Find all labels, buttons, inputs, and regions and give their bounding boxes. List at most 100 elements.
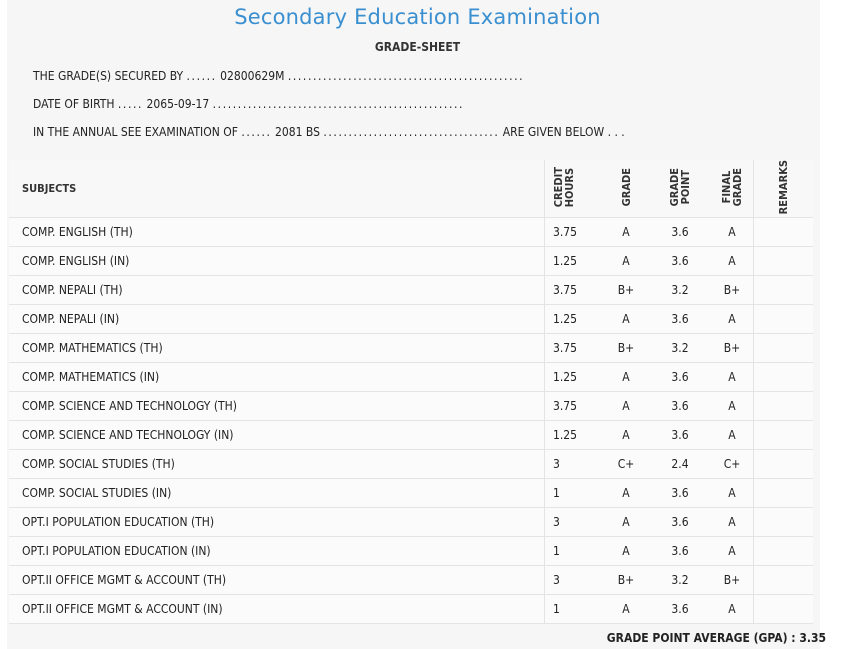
table-row: OPT.I POPULATION EDUCATION (TH) 3 A 3.6 A (9, 507, 813, 538)
cell-grade-point: 3.6 (649, 217, 711, 248)
cell-credit-hours: 3 (544, 507, 603, 538)
cell-grade: B+ (603, 333, 649, 364)
cell-grade: C+ (603, 449, 649, 480)
gpa-label: GRADE POINT AVERAGE (GPA) : (606, 631, 796, 645)
cell-final-grade: A (711, 362, 754, 393)
header-credit-hours: CREDIT HOURS (544, 160, 603, 219)
cell-final-grade: A (711, 507, 754, 538)
cell-subject: COMP. NEPALI (TH) (9, 275, 545, 306)
cell-grade-point: 3.6 (649, 507, 711, 538)
cell-grade-point: 3.2 (649, 565, 711, 596)
cell-credit-hours: 3 (544, 449, 603, 480)
cell-final-grade: B+ (711, 565, 754, 596)
cell-subject: COMP. NEPALI (IN) (9, 304, 545, 335)
info-line-exam: IN THE ANNUAL SEE EXAMINATION OF ...... … (33, 125, 625, 139)
cell-credit-hours: 1.25 (544, 304, 603, 335)
cell-credit-hours: 3.75 (544, 391, 603, 422)
cell-remarks (753, 304, 813, 335)
info-line-student: THE GRADE(S) SECURED BY ...... 02800629M… (33, 69, 524, 83)
cell-remarks (753, 246, 813, 277)
cell-grade: A (603, 246, 649, 277)
dots: ................................... (323, 125, 500, 139)
cell-final-grade: A (711, 391, 754, 422)
header-grade-point: GRADE POINT (649, 160, 711, 219)
cell-grade: A (603, 536, 649, 567)
cell-grade-point: 3.6 (649, 536, 711, 567)
symbol-number: 02800629M (220, 69, 285, 83)
dob-value: 2065-09-17 (146, 97, 210, 111)
cell-grade-point: 2.4 (649, 449, 711, 480)
cell-grade: B+ (603, 565, 649, 596)
cell-final-grade: A (711, 478, 754, 509)
dob-label: DATE OF BIRTH (33, 97, 115, 111)
cell-grade-point: 3.2 (649, 333, 711, 364)
cell-grade: A (603, 304, 649, 335)
exam-year: 2081 BS (274, 125, 320, 139)
cell-remarks (753, 536, 813, 567)
dots: ..... (117, 97, 144, 111)
cell-remarks (753, 507, 813, 538)
header-grade-point-label: GRADE POINT (668, 167, 692, 207)
cell-credit-hours: 1 (544, 594, 603, 625)
cell-credit-hours: 1.25 (544, 362, 603, 393)
dots: ...... (241, 125, 272, 139)
table-row: COMP. SCIENCE AND TECHNOLOGY (IN) 1.25 A 3.… (9, 420, 813, 451)
cell-remarks (753, 420, 813, 451)
cell-subject: COMP. ENGLISH (IN) (9, 246, 545, 277)
cell-grade: A (603, 217, 649, 248)
header-remarks-label: REMARKS (777, 160, 790, 215)
cell-remarks (753, 478, 813, 509)
dots: ........................................… (212, 97, 465, 111)
cell-remarks (753, 565, 813, 596)
table-row: COMP. SOCIAL STUDIES (IN) 1 A 3.6 A (9, 478, 813, 509)
cell-subject: COMP. ENGLISH (TH) (9, 217, 545, 248)
table-row: COMP. NEPALI (IN) 1.25 A 3.6 A (9, 304, 813, 335)
table-row: COMP. ENGLISH (IN) 1.25 A 3.6 A (9, 246, 813, 277)
cell-subject: OPT.I POPULATION EDUCATION (TH) (9, 507, 545, 538)
table-row: COMP. SOCIAL STUDIES (TH) 3 C+ 2.4 C+ (9, 449, 813, 480)
table-row: OPT.I POPULATION EDUCATION (IN) 1 A 3.6 A (9, 536, 813, 567)
cell-final-grade: A (711, 420, 754, 451)
table-row: COMP. NEPALI (TH) 3.75 B+ 3.2 B+ (9, 275, 813, 306)
cell-grade-point: 3.6 (649, 594, 711, 625)
cell-grade-point: 3.6 (649, 362, 711, 393)
cell-remarks (753, 594, 813, 625)
cell-subject: COMP. MATHEMATICS (IN) (9, 362, 545, 393)
header-credit-hours-label: CREDIT HOURS (552, 167, 576, 208)
cell-remarks (753, 275, 813, 306)
cell-grade-point: 3.6 (649, 478, 711, 509)
cell-grade: A (603, 362, 649, 393)
cell-grade-point: 3.6 (649, 304, 711, 335)
cell-credit-hours: 1.25 (544, 420, 603, 451)
table-row: COMP. SCIENCE AND TECHNOLOGY (TH) 3.75 A 3.… (9, 391, 813, 422)
cell-remarks (753, 391, 813, 422)
cell-credit-hours: 3 (544, 565, 603, 596)
header-final-grade: FINAL GRADE (711, 160, 754, 219)
header-subjects: SUBJECTS (9, 160, 545, 219)
table-row: OPT.II OFFICE MGMT & ACCOUNT (TH) 3 B+ 3.2 B… (9, 565, 813, 596)
header-grade: GRADE (603, 160, 649, 219)
cell-remarks (753, 217, 813, 248)
cell-final-grade: B+ (711, 275, 754, 306)
table-row: COMP. MATHEMATICS (IN) 1.25 A 3.6 A (9, 362, 813, 393)
cell-credit-hours: 1 (544, 536, 603, 567)
cell-subject: COMP. MATHEMATICS (TH) (9, 333, 545, 364)
cell-final-grade: A (711, 304, 754, 335)
exam-suffix: ARE GIVEN BELOW . . . (502, 125, 625, 139)
dots: ........................................… (287, 69, 525, 83)
cell-subject: OPT.II OFFICE MGMT & ACCOUNT (TH) (9, 565, 545, 596)
gpa-value: 3.35 (799, 631, 826, 645)
student-label: THE GRADE(S) SECURED BY (33, 69, 184, 83)
dots: ...... (186, 69, 217, 83)
header-remarks: REMARKS (753, 160, 813, 219)
cell-final-grade: C+ (711, 449, 754, 480)
cell-credit-hours: 3.75 (544, 333, 603, 364)
cell-credit-hours: 1.25 (544, 246, 603, 277)
cell-grade: A (603, 507, 649, 538)
cell-final-grade: A (711, 217, 754, 248)
page-subtitle: GRADE-SHEET (374, 40, 461, 54)
cell-grade: B+ (603, 275, 649, 306)
cell-grade-point: 3.2 (649, 275, 711, 306)
cell-grade: A (603, 594, 649, 625)
cell-subject: OPT.I POPULATION EDUCATION (IN) (9, 536, 545, 567)
